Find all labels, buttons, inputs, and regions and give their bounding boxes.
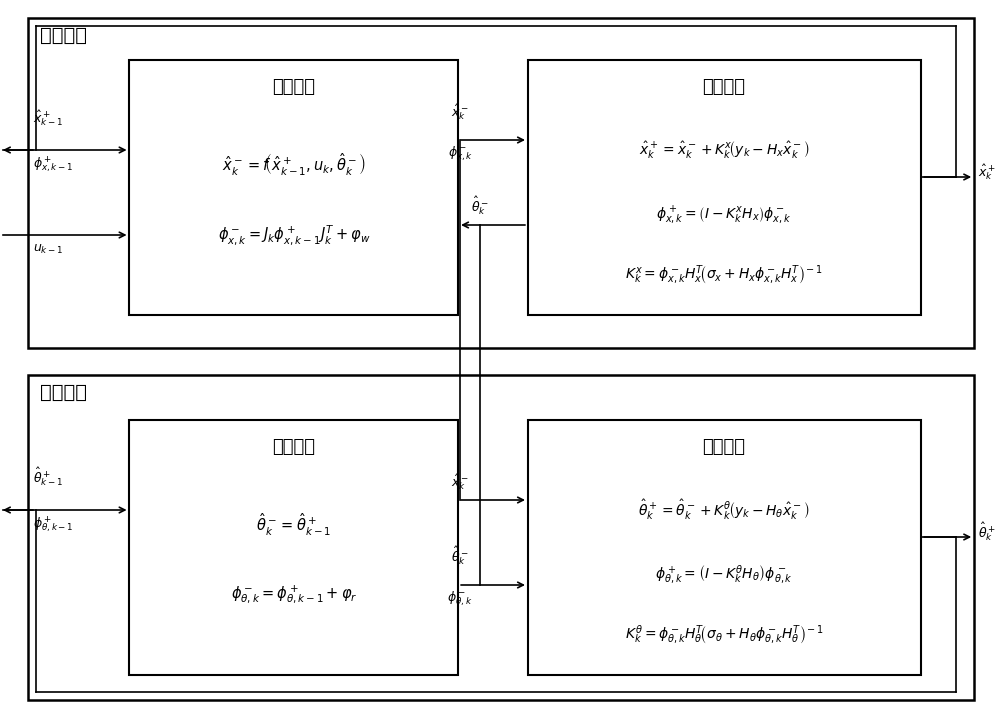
- Text: $\phi_{x,k}^- = J_k \phi_{x,k-1}^+ J_k^T + \varphi_w$: $\phi_{x,k}^- = J_k \phi_{x,k-1}^+ J_k^T…: [218, 223, 370, 247]
- Text: $\hat{\theta}_k^+$: $\hat{\theta}_k^+$: [978, 521, 996, 543]
- Text: $\hat{x}_{k-1}^+$: $\hat{x}_{k-1}^+$: [33, 108, 63, 128]
- Text: $\hat{\theta}_k^- = \hat{\theta}_{k-1}^+$: $\hat{\theta}_k^- = \hat{\theta}_{k-1}^+…: [256, 512, 331, 538]
- Text: $\phi_{x,k}^-$: $\phi_{x,k}^-$: [448, 144, 473, 163]
- Text: 状态观测: 状态观测: [40, 26, 87, 45]
- Text: $\hat{x}_k^-$: $\hat{x}_k^-$: [451, 103, 469, 122]
- Text: $\phi_{\theta,k}^- = \phi_{\theta,k-1}^+ + \varphi_r$: $\phi_{\theta,k}^- = \phi_{\theta,k-1}^+…: [231, 584, 357, 606]
- Bar: [129, 60, 458, 315]
- Bar: [528, 420, 921, 675]
- Text: $u_{k-1}$: $u_{k-1}$: [33, 243, 63, 256]
- Text: $\hat{\theta}_k^-$: $\hat{\theta}_k^-$: [471, 194, 489, 217]
- Text: $\hat{\theta}_k^-$: $\hat{\theta}_k^-$: [451, 544, 469, 567]
- Text: 时间更新: 时间更新: [272, 78, 315, 96]
- Text: 时间更新: 时间更新: [272, 438, 315, 456]
- Text: 量测更新: 量测更新: [703, 438, 746, 456]
- Bar: [528, 60, 921, 315]
- Text: $\hat{\theta}_k^+ = \hat{\theta}_k^- + K_k^\theta\!\left(y_k - H_\theta \hat{x}_: $\hat{\theta}_k^+ = \hat{\theta}_k^- + K…: [638, 498, 810, 522]
- Text: $\phi_{\theta,k}^-$: $\phi_{\theta,k}^-$: [447, 589, 473, 608]
- Text: $K_k^x = \phi_{x,k}^- H_x^T\!\left(\sigma_x + H_x \phi_{x,k}^- H_x^T\right)^{\!-: $K_k^x = \phi_{x,k}^- H_x^T\!\left(\sigm…: [625, 263, 823, 287]
- Text: 量测更新: 量测更新: [703, 78, 746, 96]
- Text: $\hat{x}_k^- = f\!\left(\hat{x}_{k-1}^+, u_k, \hat{\theta}_k^-\right)$: $\hat{x}_k^- = f\!\left(\hat{x}_{k-1}^+,…: [222, 152, 366, 178]
- Text: $\hat{x}_k^+$: $\hat{x}_k^+$: [978, 162, 996, 182]
- Text: $\hat{x}_k^+ = \hat{x}_k^- + K_k^x\!\left(y_k - H_x \hat{x}_k^-\right)$: $\hat{x}_k^+ = \hat{x}_k^- + K_k^x\!\lef…: [639, 139, 809, 161]
- Text: $\phi_{x,k}^+ = \left(I - K_k^x H_x\right)\phi_{x,k}^-$: $\phi_{x,k}^+ = \left(I - K_k^x H_x\righ…: [656, 204, 792, 226]
- Text: $\phi_{\theta,k}^+ = \left(I - K_k^\theta H_\theta\right)\phi_{\theta,k}^-$: $\phi_{\theta,k}^+ = \left(I - K_k^\thet…: [655, 564, 793, 587]
- Text: $\hat{x}_k^-$: $\hat{x}_k^-$: [451, 473, 469, 492]
- Text: $\hat{\theta}_{k-1}^+$: $\hat{\theta}_{k-1}^+$: [33, 465, 63, 488]
- Text: 参数估计: 参数估计: [40, 383, 87, 402]
- Text: $\phi_{x,k-1}^+$: $\phi_{x,k-1}^+$: [33, 155, 73, 175]
- Text: $\phi_{\theta,k-1}^+$: $\phi_{\theta,k-1}^+$: [33, 515, 73, 536]
- Bar: [129, 420, 458, 675]
- Text: $K_k^\theta = \phi_{\theta,k}^- H_\theta^T\!\left(\sigma_\theta + H_\theta \phi_: $K_k^\theta = \phi_{\theta,k}^- H_\theta…: [625, 624, 823, 646]
- Bar: [28, 375, 974, 700]
- Bar: [28, 18, 974, 348]
